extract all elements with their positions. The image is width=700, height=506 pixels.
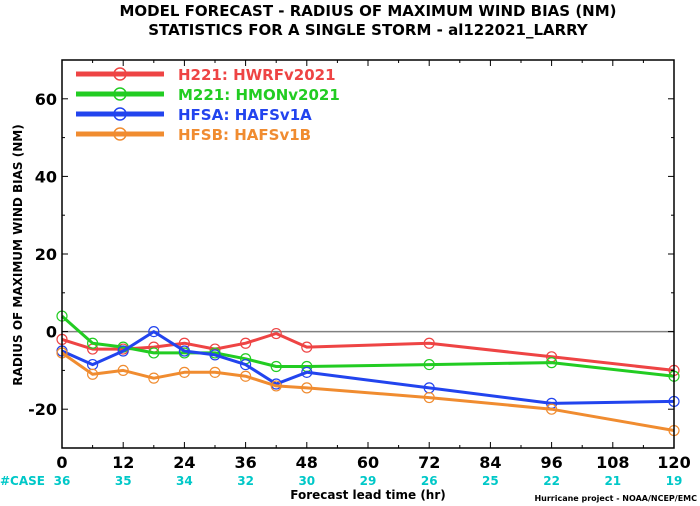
legend-marker-m221 <box>113 87 127 101</box>
case-label: #CASE <box>0 474 45 488</box>
data-point-hfsb <box>117 364 129 376</box>
data-point-h221 <box>240 337 252 349</box>
legend-marker-hfsa <box>113 107 127 121</box>
data-point-hfsa <box>178 345 190 357</box>
y-tick-label: 60 <box>35 90 57 109</box>
legend: H221: HWRFv2021 M221: HMONv2021 HFSA: HAFS… <box>76 66 340 144</box>
case-count: 26 <box>421 474 438 488</box>
legend-marker-hfsb <box>113 127 127 141</box>
data-point-hfsb <box>301 382 313 394</box>
data-point-m221 <box>270 360 282 373</box>
chart-title: MODEL FORECAST - RADIUS OF MAXIMUM WIND … <box>119 2 616 20</box>
data-point-hfsb <box>86 368 99 380</box>
x-tick-label: 0 <box>56 453 67 472</box>
data-point-hfsb <box>423 391 435 404</box>
legend-entry-hfsb: HFSB: HAFSv1B <box>178 126 311 144</box>
case-count: 19 <box>666 474 683 488</box>
case-count: 36 <box>54 474 71 488</box>
data-point-hfsb <box>178 366 190 378</box>
y-axis-label: RADIUS OF MAXIMUM WIND BIAS (NM) <box>11 124 25 385</box>
x-tick-label: 36 <box>234 453 256 472</box>
x-tick-label: 60 <box>357 453 379 472</box>
data-point-h221 <box>423 337 435 349</box>
y-tick-label: 0 <box>46 323 57 342</box>
x-tick-label: 24 <box>173 453 195 472</box>
y-tick-label: 40 <box>35 167 57 186</box>
legend-entry-h221: H221: HWRFv2021 <box>178 66 336 84</box>
case-count: 22 <box>543 474 560 488</box>
case-count: 30 <box>298 474 315 488</box>
y-tick-label: -20 <box>28 400 57 419</box>
data-point-hfsb <box>209 366 221 378</box>
chart-subtitle: STATISTICS FOR A SINGLE STORM - al122021… <box>148 21 589 39</box>
case-count: 32 <box>237 474 254 488</box>
x-tick-label: 84 <box>479 453 501 472</box>
data-point-m221 <box>86 337 99 349</box>
x-tick-label: 108 <box>596 453 629 472</box>
legend-marker-h221 <box>113 67 127 81</box>
data-point-hfsa <box>301 366 313 378</box>
data-point-h221 <box>301 341 313 353</box>
data-point-m221 <box>545 357 558 369</box>
x-axis-label: Forecast lead time (hr) <box>290 488 446 502</box>
data-point-m221 <box>148 347 160 359</box>
x-tick-label: 48 <box>296 453 318 472</box>
x-tick-label: 96 <box>540 453 562 472</box>
case-count: 21 <box>604 474 621 488</box>
case-count: 25 <box>482 474 499 488</box>
data-point-h221 <box>270 327 282 340</box>
case-count: 35 <box>115 474 132 488</box>
plot-frame <box>61 59 675 449</box>
data-point-hfsa <box>240 358 252 371</box>
legend-entry-m221: M221: HMONv2021 <box>178 86 340 104</box>
data-point-hfsa <box>148 326 160 338</box>
legend-entry-hfsa: HFSA: HAFSv1A <box>178 106 312 124</box>
case-count: 29 <box>360 474 377 488</box>
credit-text: Hurricane project - NOAA/NCEP/EMC <box>534 494 697 503</box>
data-point-hfsb <box>240 370 252 382</box>
case-count: 34 <box>176 474 193 488</box>
data-point-hfsb <box>545 403 558 415</box>
data-point-m221 <box>423 358 435 371</box>
y-tick-label: 20 <box>35 245 57 264</box>
data-point-hfsa <box>209 349 221 361</box>
data-point-hfsa <box>117 345 129 357</box>
data-point-hfsb <box>270 380 282 392</box>
x-tick-label: 72 <box>418 453 440 472</box>
x-tick-label: 120 <box>657 453 690 472</box>
data-point-hfsb <box>148 372 160 384</box>
x-tick-label: 12 <box>112 453 134 472</box>
